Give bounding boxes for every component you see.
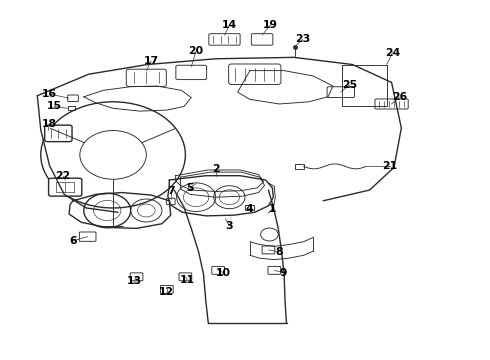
Text: 24: 24 <box>385 48 400 58</box>
Text: 2: 2 <box>212 163 220 174</box>
Text: 20: 20 <box>189 46 204 56</box>
Text: 13: 13 <box>127 276 142 286</box>
Text: 15: 15 <box>47 102 62 112</box>
Text: 26: 26 <box>392 92 407 102</box>
Text: 1: 1 <box>269 204 276 215</box>
Bar <box>245 206 254 211</box>
Text: 8: 8 <box>275 247 283 257</box>
Text: 25: 25 <box>342 80 357 90</box>
Bar <box>295 164 304 169</box>
FancyBboxPatch shape <box>327 87 354 98</box>
Text: 18: 18 <box>42 120 57 129</box>
Text: 16: 16 <box>42 89 57 99</box>
FancyBboxPatch shape <box>375 99 408 109</box>
FancyBboxPatch shape <box>126 69 166 86</box>
Text: 10: 10 <box>216 267 231 278</box>
FancyBboxPatch shape <box>68 95 78 102</box>
Text: 9: 9 <box>279 267 287 278</box>
Text: 19: 19 <box>263 20 278 30</box>
Bar <box>68 106 75 111</box>
FancyBboxPatch shape <box>45 125 72 141</box>
Text: 4: 4 <box>245 204 253 214</box>
Text: 7: 7 <box>167 186 174 196</box>
Text: 3: 3 <box>225 221 233 231</box>
FancyBboxPatch shape <box>251 34 273 45</box>
Text: 6: 6 <box>69 236 77 246</box>
Text: 11: 11 <box>180 275 195 285</box>
FancyBboxPatch shape <box>229 64 281 85</box>
Text: 21: 21 <box>382 161 397 171</box>
Text: 12: 12 <box>159 287 174 297</box>
FancyBboxPatch shape <box>176 65 207 80</box>
Text: 22: 22 <box>55 171 71 181</box>
FancyBboxPatch shape <box>49 178 82 196</box>
Text: 23: 23 <box>295 35 310 44</box>
FancyBboxPatch shape <box>209 34 240 45</box>
Text: 14: 14 <box>222 20 237 30</box>
Text: 17: 17 <box>144 56 159 66</box>
Text: 5: 5 <box>187 183 194 193</box>
